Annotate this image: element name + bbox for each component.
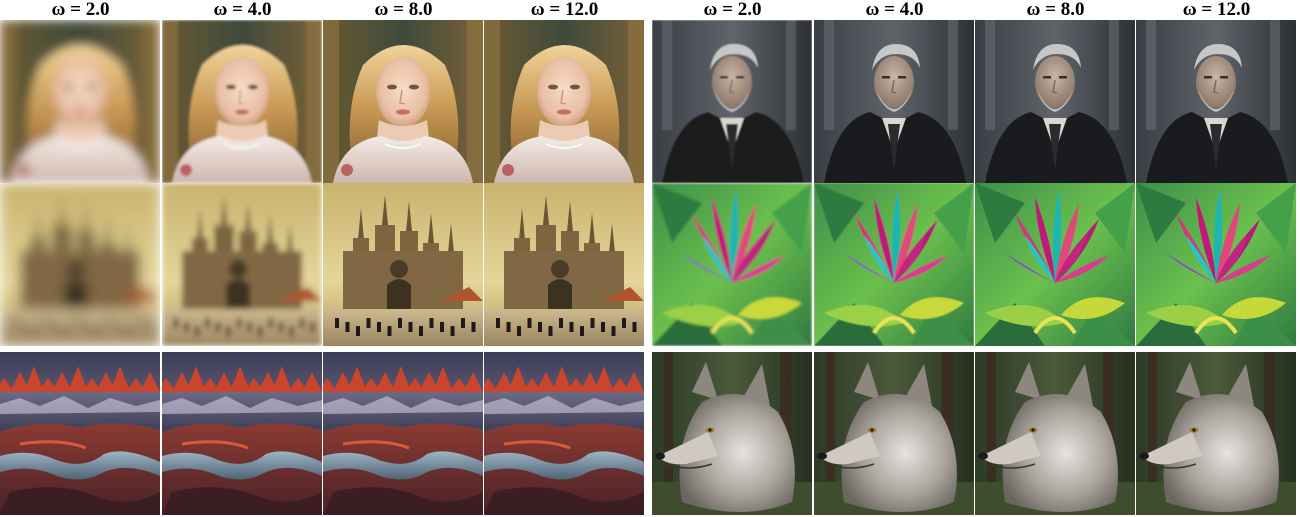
- generated-image-old-man-black-robe-portrait: [975, 20, 1135, 183]
- generated-image-old-man-black-robe-portrait: [1136, 20, 1296, 183]
- generated-image-blonde-woman-portrait: [484, 20, 644, 183]
- generated-image-blonde-woman-portrait: [162, 20, 322, 183]
- generated-image-gothic-cathedral-painting: [323, 183, 483, 346]
- panel-left: ω = 2.0 ω = 4.0 ω = 8.0 ω = 12.0: [0, 0, 648, 517]
- generated-image-gothic-cathedral-painting: [484, 183, 644, 346]
- column-header-omega: ω = 4.0: [213, 0, 272, 20]
- generated-image-pink-green-flower-leaves: [975, 183, 1135, 346]
- generated-image-pink-green-flower-leaves: [652, 183, 812, 346]
- generated-image-red-peaks-valley-landscape: [0, 352, 160, 515]
- generated-image-pink-green-flower-leaves: [1136, 183, 1296, 346]
- generated-image-gray-wolf-forest: [1136, 352, 1296, 515]
- panel-right: ω = 2.0 ω = 4.0 ω = 8.0 ω = 12.0: [652, 0, 1300, 517]
- generated-image-pink-green-flower-leaves: [814, 183, 974, 346]
- generated-image-gothic-cathedral-painting: [162, 183, 322, 346]
- generated-image-red-peaks-valley-landscape: [484, 352, 644, 515]
- column-header-omega: ω = 4.0: [865, 0, 924, 20]
- column-header-omega: ω = 2.0: [703, 0, 762, 20]
- generated-image-blonde-woman-portrait: [0, 20, 160, 183]
- column-header-omega: ω = 8.0: [374, 0, 433, 20]
- generated-image-blonde-woman-portrait: [323, 20, 483, 183]
- generated-image-gothic-cathedral-painting: [0, 183, 160, 346]
- generated-image-old-man-black-robe-portrait: [652, 20, 812, 183]
- generated-image-red-peaks-valley-landscape: [323, 352, 483, 515]
- generated-image-gray-wolf-forest: [652, 352, 812, 515]
- generated-image-gray-wolf-forest: [814, 352, 974, 515]
- generated-image-gray-wolf-forest: [975, 352, 1135, 515]
- generated-image-old-man-black-robe-portrait: [814, 20, 974, 183]
- column-header-omega: ω = 12.0: [530, 0, 599, 20]
- generated-image-red-peaks-valley-landscape: [162, 352, 322, 515]
- column-header-omega: ω = 8.0: [1026, 0, 1085, 20]
- column-header-omega: ω = 2.0: [51, 0, 110, 20]
- column-header-omega: ω = 12.0: [1182, 0, 1251, 20]
